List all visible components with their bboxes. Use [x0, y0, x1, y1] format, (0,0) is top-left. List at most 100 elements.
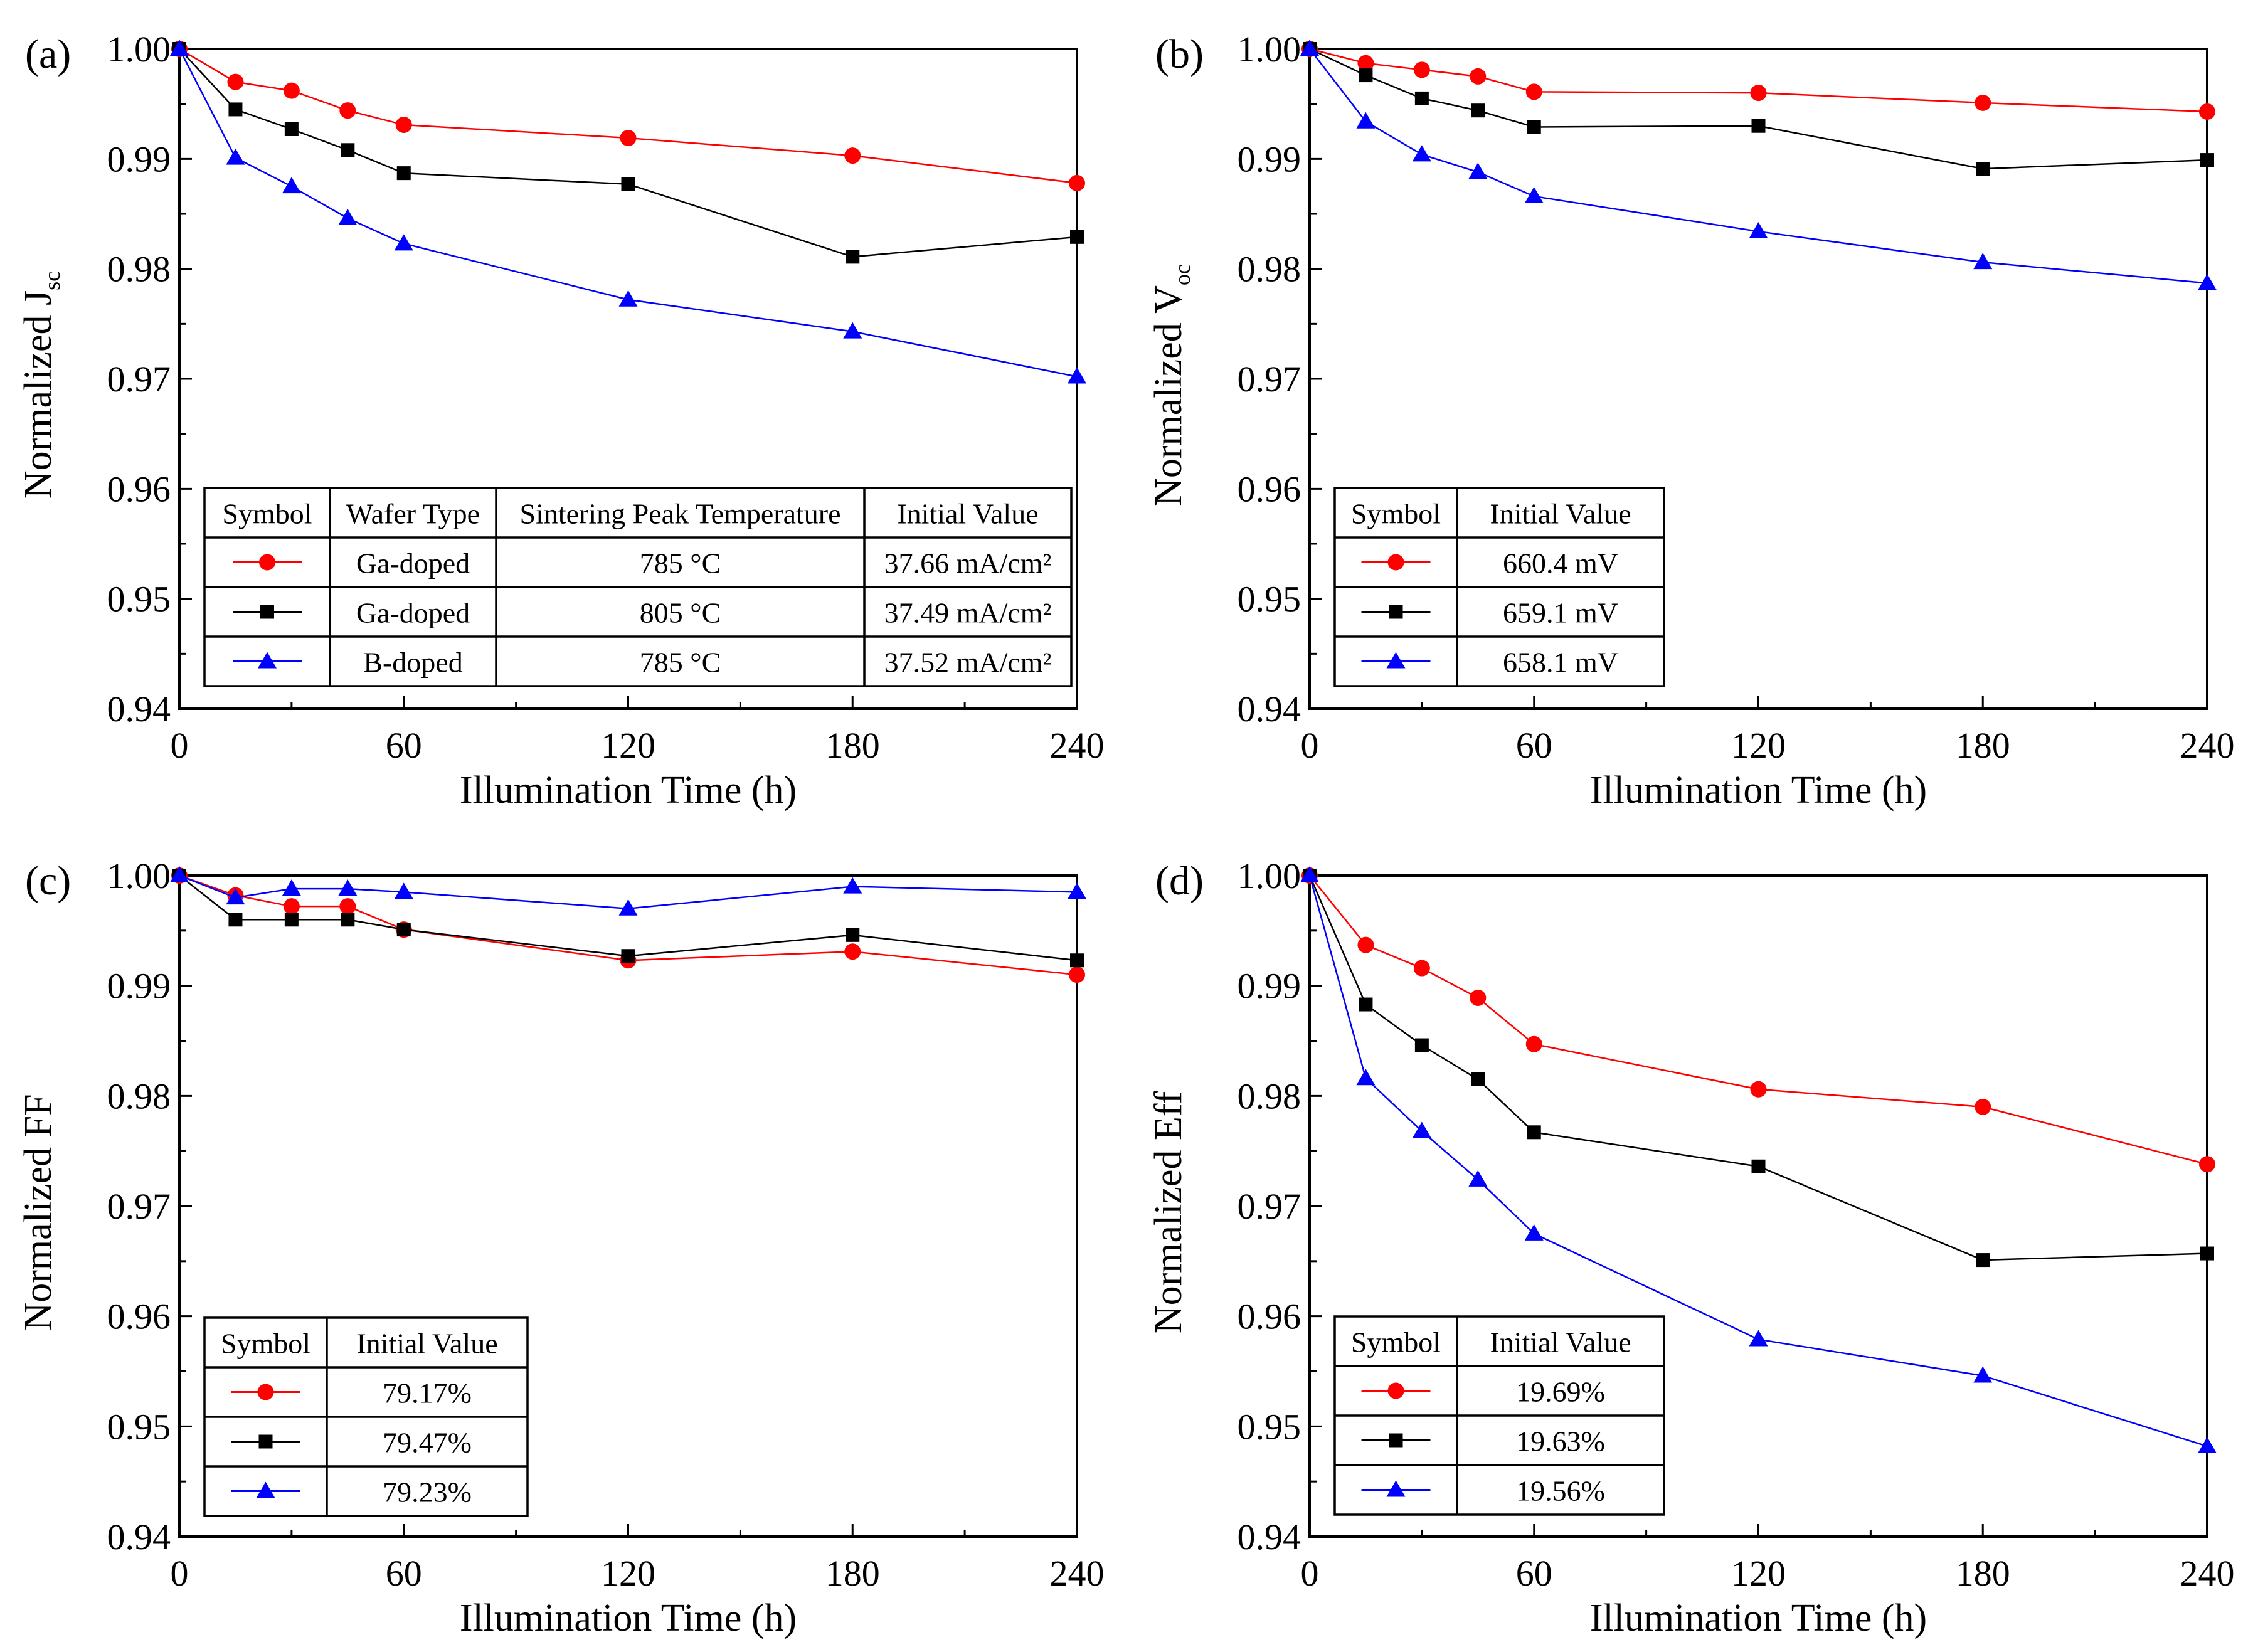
data-point: [228, 913, 243, 927]
y-axis-title-subscript: oc: [1170, 264, 1195, 285]
y-tick-label: 0.95: [1238, 1406, 1301, 1447]
y-tick-label: 0.94: [107, 689, 171, 729]
legend-cell: 19.63%: [1516, 1426, 1605, 1458]
series-line-1: [179, 48, 1078, 258]
legend-swatch-marker: [1387, 554, 1404, 571]
data-point: [338, 879, 358, 896]
series-line-1: [179, 875, 1078, 961]
data-point: [1470, 989, 1487, 1006]
legend-swatch-marker: [258, 652, 277, 669]
legend-cell: 79.23%: [383, 1476, 472, 1508]
x-tick-label: 60: [1516, 725, 1552, 766]
y-tick-label: 0.95: [107, 1406, 171, 1447]
legend-cell: 19.56%: [1516, 1475, 1605, 1507]
x-axis-title: Illumination Time (h): [1590, 769, 1927, 812]
y-axis-title-main: Normalized J: [17, 290, 60, 499]
panel-d: 0 60 120 180 240 0.94 0.95 0.96 0.97 0.98 0.99 1.00…: [1147, 855, 2235, 1639]
legend-cell: 79.17%: [383, 1377, 472, 1409]
y-tick-label: 0.98: [107, 249, 171, 290]
data-point: [395, 116, 412, 133]
data-point: [1471, 1072, 1485, 1086]
data-point: [621, 177, 635, 191]
y-tick-label: 0.96: [107, 1296, 171, 1337]
legend-swatch-marker: [1387, 1382, 1404, 1399]
data-point: [1357, 55, 1374, 71]
data-point: [1975, 1098, 1991, 1115]
x-tick-label: 240: [2180, 725, 2235, 766]
y-axis-title-main: Normalized FF: [17, 1094, 60, 1330]
y-tick-label: 0.94: [1238, 1517, 1301, 1557]
data-point: [341, 913, 355, 927]
series-line-0: [179, 874, 1078, 976]
data-point: [1750, 1081, 1767, 1098]
panel-label: (b): [1155, 31, 1204, 77]
x-tick-label: 120: [601, 725, 655, 766]
y-tick-label: 1.00: [1238, 855, 1301, 896]
y-tick-label: 0.99: [107, 966, 171, 1007]
series-line-0: [1309, 48, 2208, 113]
data-point: [620, 130, 637, 147]
data-point: [1749, 222, 1768, 239]
data-point: [1068, 882, 1086, 899]
series-line-0: [179, 48, 1078, 184]
x-tick-label: 240: [1050, 1553, 1105, 1594]
legend-table: Symbol Initial Value 79.17% 79.47% 79.23%: [203, 1316, 529, 1517]
data-point: [170, 40, 189, 56]
data-point: [1068, 367, 1086, 384]
data-point: [2199, 1156, 2215, 1173]
panel-c: 0 60 120 180 240 0.94 0.95 0.96 0.97 0.98 0.99 1.00…: [17, 855, 1105, 1639]
y-tick-label: 0.99: [1238, 139, 1301, 179]
y-tick-label: 0.94: [1238, 689, 1301, 729]
legend-swatch-marker: [258, 1434, 273, 1449]
data-point: [2200, 153, 2214, 167]
data-point: [1976, 1253, 1990, 1268]
y-axis-title: Normalized Eff: [1147, 1091, 1190, 1334]
data-point: [339, 102, 356, 119]
legend-table: Symbol Initial Value 19.69% 19.63% 19.56%: [1333, 1315, 1665, 1516]
data-point: [1359, 68, 1373, 83]
data-point: [2199, 103, 2215, 120]
x-tick-label: 240: [2180, 1553, 2235, 1594]
y-tick-label: 0.96: [1238, 1296, 1301, 1337]
data-point: [2198, 1436, 2217, 1453]
data-point: [844, 943, 861, 960]
x-tick-label: 120: [1731, 725, 1786, 766]
data-point: [394, 882, 413, 899]
data-point: [1468, 1170, 1488, 1187]
legend-swatch-marker: [260, 605, 274, 619]
data-point: [2198, 273, 2217, 290]
y-tick-label: 0.96: [107, 469, 171, 509]
y-tick-label: 0.97: [107, 1186, 171, 1227]
x-tick-label: 0: [171, 1553, 189, 1594]
legend-cell: 658.1 mV: [1503, 647, 1618, 679]
legend-cell: 785 °C: [640, 647, 721, 679]
data-point: [1751, 119, 1766, 133]
legend-header: Wafer Type: [346, 498, 480, 530]
y-tick-label: 1.00: [107, 29, 171, 70]
panel-b: 0 60 120 180 240 0.94 0.95 0.96 0.97 0.98 0.99 1.00…: [1147, 29, 2235, 812]
y-axis-title-main: Normalized V: [1147, 285, 1190, 506]
legend-cell: 79.47%: [383, 1427, 472, 1459]
data-point: [1069, 966, 1085, 983]
legend-cell: 785 °C: [640, 548, 721, 580]
data-point: [1527, 120, 1541, 134]
data-point: [2200, 1246, 2214, 1261]
legend-cell: 37.66 mA/cm²: [884, 548, 1052, 580]
x-tick-label: 180: [825, 725, 880, 766]
legend-cell: 659.1 mV: [1503, 597, 1618, 629]
data-point: [1750, 85, 1767, 102]
legend-swatch-marker: [259, 554, 275, 571]
legend-cell: 660.4 mV: [1503, 548, 1618, 580]
data-point: [846, 928, 860, 942]
y-axis-title: Normalized Voc: [1147, 264, 1195, 506]
data-point: [618, 899, 638, 916]
data-point: [1525, 1035, 1542, 1052]
legend-swatch-marker: [257, 1384, 274, 1400]
data-point: [1069, 174, 1085, 191]
data-point: [1413, 61, 1430, 78]
y-tick-label: 0.98: [1238, 249, 1301, 290]
data-point: [170, 866, 189, 882]
y-tick-label: 0.98: [1238, 1076, 1301, 1116]
legend-header: Initial Value: [897, 498, 1038, 530]
legend-swatch-marker: [1386, 1480, 1406, 1497]
